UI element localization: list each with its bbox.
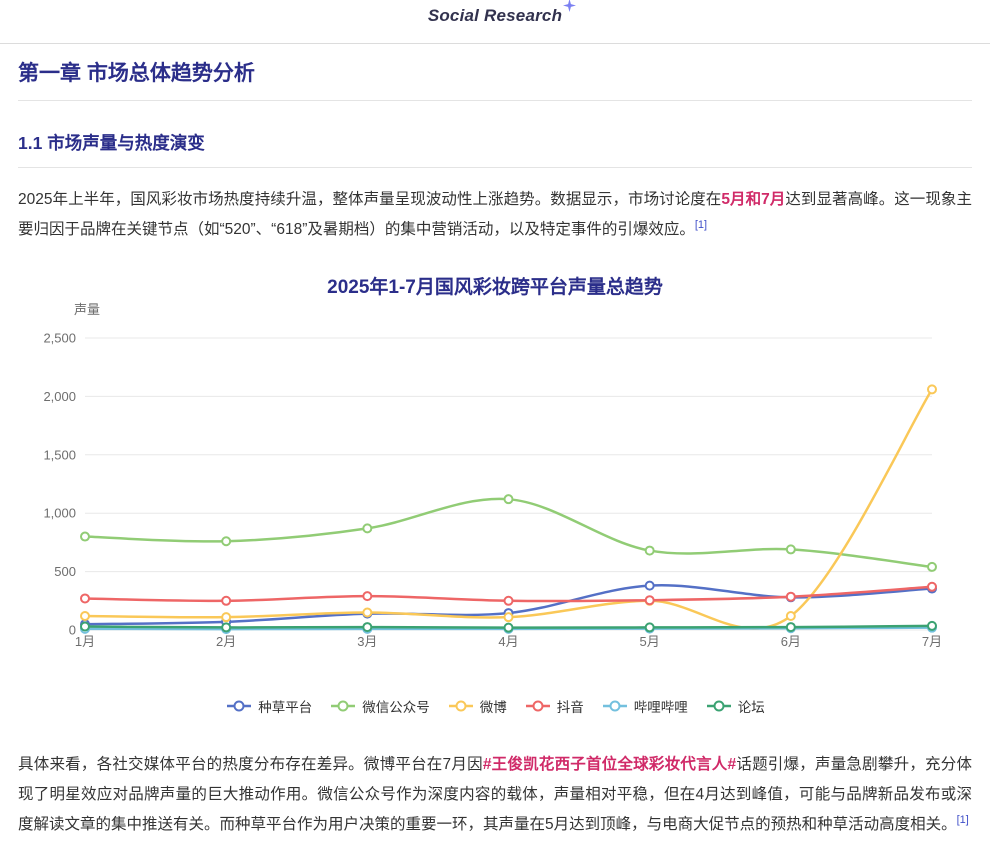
trend-line-chart[interactable]: 声量 0 500 1,000 1,500 2,000 2,500 1月 2月 3月 4月 5月 6月 7月 [0,298,990,654]
data-point[interactable] [503,612,514,623]
legend-item[interactable]: 微信公众号 [329,696,430,716]
header-divider [0,43,990,44]
data-point[interactable] [503,494,514,505]
data-point[interactable] [644,622,655,633]
data-point[interactable] [644,545,655,556]
data-point[interactable] [503,622,514,633]
highlight-text: 5月和7月 [721,191,786,208]
paragraph-text: 2025年上半年，国风彩妆市场热度持续升温，整体声量呈现波动性上涨趋势。数据显示… [18,191,722,208]
series-line [84,497,933,569]
x-tick-label: 5月 [640,634,660,649]
data-point[interactable] [221,612,232,623]
x-tick-label: 1月 [75,634,95,649]
data-point[interactable] [362,607,373,618]
data-point[interactable] [503,595,514,606]
y-tick-label: 1,500 [43,447,76,462]
citation-link[interactable]: [1] [956,813,969,826]
page-header: Social Research [0,0,990,43]
legend-item[interactable]: 抖音 [524,696,584,716]
legend-marker-icon [448,700,473,712]
data-point[interactable] [785,610,796,621]
x-tick-label: 4月 [498,634,518,649]
data-point[interactable] [785,591,796,602]
logo: Social Research [427,0,577,26]
y-tick-label: 1,000 [43,506,76,521]
legend-marker-icon [227,700,252,712]
paragraph-1: 2025年上半年，国风彩妆市场热度持续升温，整体声量呈现波动性上涨趋势。数据显示… [18,185,972,245]
paragraph-text: 具体来看，各社交媒体平台的热度分布存在差异。微博平台在7月因 [18,756,483,773]
chart-title: 2025年1-7月国风彩妆跨平台声量总趋势 [327,277,663,298]
x-tick-label: 3月 [357,634,377,649]
data-point[interactable] [927,384,937,395]
data-point[interactable] [221,595,232,606]
x-tick-label: 6月 [781,634,801,649]
y-tick-label: 500 [54,564,76,579]
data-point[interactable] [927,581,937,592]
sparkle-icon [563,0,577,12]
data-point[interactable] [80,593,90,604]
y-tick-label: 2,000 [43,389,76,404]
data-point[interactable] [927,620,937,631]
section-divider [18,167,972,168]
data-point[interactable] [785,622,796,633]
x-tick-label: 2月 [216,634,236,649]
x-tick-label: 7月 [922,634,942,649]
y-tick-label: 0 [69,623,76,638]
legend-marker-icon [706,700,731,712]
paragraph-text: 话题引爆，声量急剧攀升，充分体现了明星效应对品牌声量的巨大推动作用。微信公众号作… [18,756,972,833]
chart-legend: 种草平台 微信公众号 微博 抖音 哔哩哔哩 论坛 [0,696,990,716]
y-tick-label: 2,500 [43,331,76,346]
section-divider [18,100,972,101]
data-point[interactable] [80,531,90,542]
chapter-heading: 第一章 市场总体趋势分析 [18,62,255,85]
legend-label: 哔哩哔哩 [633,700,688,715]
data-point[interactable] [80,610,90,621]
data-point[interactable] [362,591,373,602]
paragraph-text: 达到显著高峰。这一现象主要归因于品牌在关键节点（如“520”、“618”及暑期档… [18,191,972,238]
series-line [84,388,934,630]
data-point[interactable] [221,622,232,633]
data-point[interactable] [644,595,655,606]
legend-item[interactable]: 论坛 [705,696,765,716]
legend-label: 微信公众号 [362,700,430,715]
data-point[interactable] [927,561,937,572]
legend-item[interactable]: 微博 [447,696,507,716]
logo-text: Social Research [427,6,563,25]
data-point[interactable] [80,621,90,632]
citation-link[interactable]: [1] [694,218,708,231]
data-point[interactable] [644,580,655,591]
paragraph-2: 具体来看，各社交媒体平台的热度分布存在差异。微博平台在7月因#王俊凯花西子首位全… [18,750,972,840]
data-point[interactable] [362,622,373,633]
legend-marker-icon [602,700,627,712]
legend-label: 抖音 [556,700,584,715]
subsection-heading: 1.1 市场声量与热度演变 [18,133,205,153]
legend-item[interactable]: 哔哩哔哩 [601,696,688,716]
data-point[interactable] [785,544,796,555]
legend-label: 微博 [479,700,507,715]
legend-label: 种草平台 [258,700,313,715]
y-axis-name: 声量 [74,302,100,317]
legend-item[interactable]: 种草平台 [225,696,312,716]
legend-marker-icon [525,700,550,712]
chart-block: 2025年1-7月国风彩妆跨平台声量总趋势 声量 0 500 1,000 1,500 2,… [0,272,990,716]
legend-marker-icon [331,700,356,712]
legend-label: 论坛 [737,700,765,715]
data-point[interactable] [362,523,373,534]
data-point[interactable] [221,536,232,547]
highlight-text: #王俊凯花西子首位全球彩妆代言人# [482,756,737,773]
